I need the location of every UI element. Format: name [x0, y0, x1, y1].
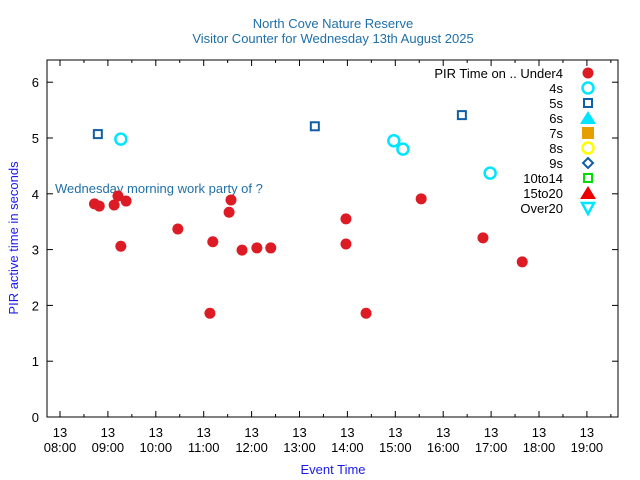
x-tick-time-label: 13:00 — [283, 440, 316, 455]
x-tick-time-label: 18:00 — [523, 440, 556, 455]
data-point-4s — [114, 132, 128, 146]
data-point-under4 — [204, 307, 216, 319]
x-tick-day-label: 13 — [388, 425, 402, 440]
data-point-under4 — [251, 242, 263, 254]
y-tick-label: 5 — [32, 131, 39, 146]
data-point-under4 — [360, 307, 372, 319]
x-tick-day-label: 13 — [244, 425, 258, 440]
legend-marker-10to14 — [583, 173, 593, 183]
legend-label: Over20 — [520, 201, 563, 216]
legend-marker-over20 — [579, 201, 597, 217]
y-tick-label: 1 — [32, 354, 39, 369]
x-tick-time-label: 14:00 — [331, 440, 364, 455]
annotation: Wednesday morning work party of ? — [55, 181, 263, 196]
legend: PIR Time on .. Under44s5s6s7s8s9s10to141… — [434, 66, 597, 217]
data-point-5s — [456, 110, 467, 121]
data-point-under4 — [172, 223, 184, 235]
chart-subtitle: Visitor Counter for Wednesday 13th Augus… — [192, 31, 473, 46]
legend-label: 4s — [549, 81, 563, 96]
x-tick-time-label: 17:00 — [475, 440, 508, 455]
data-point-under4 — [112, 190, 124, 202]
x-tick-time-label: 16:00 — [427, 440, 460, 455]
x-tick-time-label: 08:00 — [44, 440, 77, 455]
data-point-5s — [92, 129, 103, 140]
data-point-under4 — [236, 244, 248, 256]
x-tick-time-label: 09:00 — [92, 440, 125, 455]
x-tick-day-label: 13 — [292, 425, 306, 440]
legend-label: 10to14 — [523, 171, 563, 186]
legend-marker-9s — [581, 156, 595, 170]
legend-marker-15to20 — [580, 186, 596, 199]
data-point-under4 — [120, 195, 132, 207]
data-point-4s — [483, 166, 497, 180]
y-axis-label: PIR active time in seconds — [6, 161, 21, 315]
x-tick-day-label: 13 — [196, 425, 210, 440]
data-point-4s — [396, 142, 410, 156]
data-point-under4 — [516, 256, 528, 268]
plot-border — [46, 59, 619, 418]
legend-marker-under4 — [582, 67, 594, 79]
x-tick-time-label: 12:00 — [235, 440, 268, 455]
data-point-under4 — [115, 240, 127, 252]
legend-marker-7s — [582, 127, 594, 139]
data-point-under4 — [108, 199, 120, 211]
y-tick-label: 4 — [32, 187, 39, 202]
y-tick-label: 0 — [32, 410, 39, 425]
data-points — [88, 110, 528, 319]
legend-label: 15to20 — [523, 186, 563, 201]
legend-label: PIR Time on .. Under4 — [434, 66, 563, 81]
y-tick-label: 2 — [32, 298, 39, 313]
x-axis: 1308:001309:001310:001311:001312:001313:… — [44, 60, 612, 455]
data-point-under4 — [340, 213, 352, 225]
y-tick-label: 6 — [32, 75, 39, 90]
legend-label: 7s — [549, 126, 563, 141]
legend-label: 5s — [549, 96, 563, 111]
data-point-4s — [387, 134, 401, 148]
legend-label: 6s — [549, 111, 563, 126]
x-tick-time-label: 10:00 — [140, 440, 173, 455]
y-axis: 0 1 2 3 4 5 6 — [32, 75, 618, 425]
data-point-under4 — [93, 200, 105, 212]
data-point-under4 — [477, 232, 489, 244]
data-point-under4 — [340, 238, 352, 250]
x-tick-time-label: 15:00 — [379, 440, 412, 455]
x-tick-day-label: 13 — [580, 425, 594, 440]
legend-label: 8s — [549, 141, 563, 156]
x-tick-day-label: 13 — [340, 425, 354, 440]
data-point-under4 — [265, 242, 277, 254]
x-tick-time-label: 19:00 — [571, 440, 604, 455]
legend-marker-5s — [583, 98, 593, 108]
data-point-under4 — [223, 206, 235, 218]
legend-label: 9s — [549, 156, 563, 171]
x-tick-day-label: 13 — [149, 425, 163, 440]
chart-title: North Cove Nature Reserve — [253, 16, 413, 31]
x-tick-day-label: 13 — [101, 425, 115, 440]
data-point-under4 — [207, 236, 219, 248]
x-axis-label: Event Time — [300, 462, 365, 477]
data-point-5s — [309, 121, 320, 132]
x-tick-time-label: 11:00 — [188, 440, 220, 455]
legend-marker-4s — [581, 81, 595, 95]
x-tick-day-label: 13 — [53, 425, 67, 440]
data-point-under4 — [225, 194, 237, 206]
x-tick-day-label: 13 — [436, 425, 450, 440]
legend-marker-8s — [581, 141, 595, 155]
legend-marker-6s — [580, 111, 596, 124]
y-tick-label: 3 — [32, 243, 39, 258]
x-tick-day-label: 13 — [484, 425, 498, 440]
data-point-under4 — [415, 193, 427, 205]
x-tick-day-label: 13 — [532, 425, 546, 440]
